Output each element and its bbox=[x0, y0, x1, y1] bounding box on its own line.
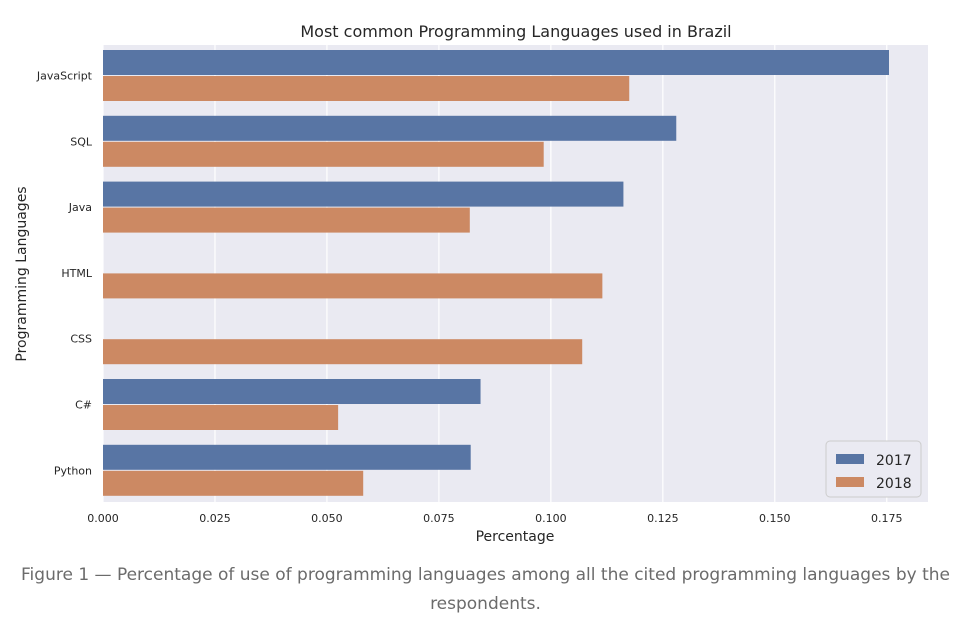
bar-2018-sql bbox=[103, 141, 544, 167]
x-tick-label: 0.125 bbox=[647, 512, 679, 525]
legend: 2017 2018 bbox=[825, 440, 922, 498]
bar-2018-java bbox=[103, 207, 470, 233]
x-tick-label: 0.150 bbox=[759, 512, 791, 525]
bars bbox=[103, 50, 889, 496]
figure-caption: Figure 1 — Percentage of use of programm… bbox=[21, 565, 950, 614]
bar-2017-javascript bbox=[103, 50, 889, 75]
bar-2018-javascript bbox=[103, 76, 630, 101]
y-axis-label: Programming Languages bbox=[14, 186, 30, 361]
x-axis-tick-labels: 0.000 0.025 0.050 0.075 0.100 0.125 0.150 0.175 bbox=[87, 512, 902, 525]
bar-2018-python bbox=[103, 470, 364, 496]
y-tick-label: HTML bbox=[61, 267, 92, 280]
x-tick-label: 0.175 bbox=[871, 512, 903, 525]
x-tick-label: 0.075 bbox=[423, 512, 455, 525]
legend-label-2018: 2018 bbox=[876, 476, 912, 492]
y-tick-label: C# bbox=[75, 399, 92, 412]
y-tick-label: SQL bbox=[70, 135, 93, 148]
x-tick-label: 0.025 bbox=[199, 512, 231, 525]
legend-swatch-2017 bbox=[836, 454, 864, 464]
legend-label-2017: 2017 bbox=[876, 453, 912, 469]
bar-2017-java bbox=[103, 181, 624, 207]
bar-2017-python bbox=[103, 444, 471, 470]
x-axis-label: Percentage bbox=[476, 529, 555, 545]
y-axis-tick-labels: JavaScript SQL Java HTML CSS C# Python bbox=[36, 70, 93, 478]
chart-title: Most common Programming Languages used i… bbox=[300, 22, 731, 41]
y-tick-label: Java bbox=[68, 201, 92, 214]
bar-2018-html bbox=[103, 273, 603, 299]
x-tick-label: 0.100 bbox=[535, 512, 567, 525]
bar-2017-c- bbox=[103, 379, 481, 404]
y-tick-label: CSS bbox=[70, 333, 92, 346]
bar-chart: Most common Programming Languages used i… bbox=[14, 22, 928, 545]
bar-2018-css bbox=[103, 339, 583, 365]
x-tick-label: 0.000 bbox=[87, 512, 119, 525]
legend-swatch-2018 bbox=[836, 477, 864, 487]
x-tick-label: 0.050 bbox=[311, 512, 343, 525]
bar-2017-sql bbox=[103, 115, 677, 141]
y-tick-label: Python bbox=[54, 464, 92, 477]
bar-2018-c- bbox=[103, 405, 339, 430]
y-tick-label: JavaScript bbox=[36, 70, 93, 83]
